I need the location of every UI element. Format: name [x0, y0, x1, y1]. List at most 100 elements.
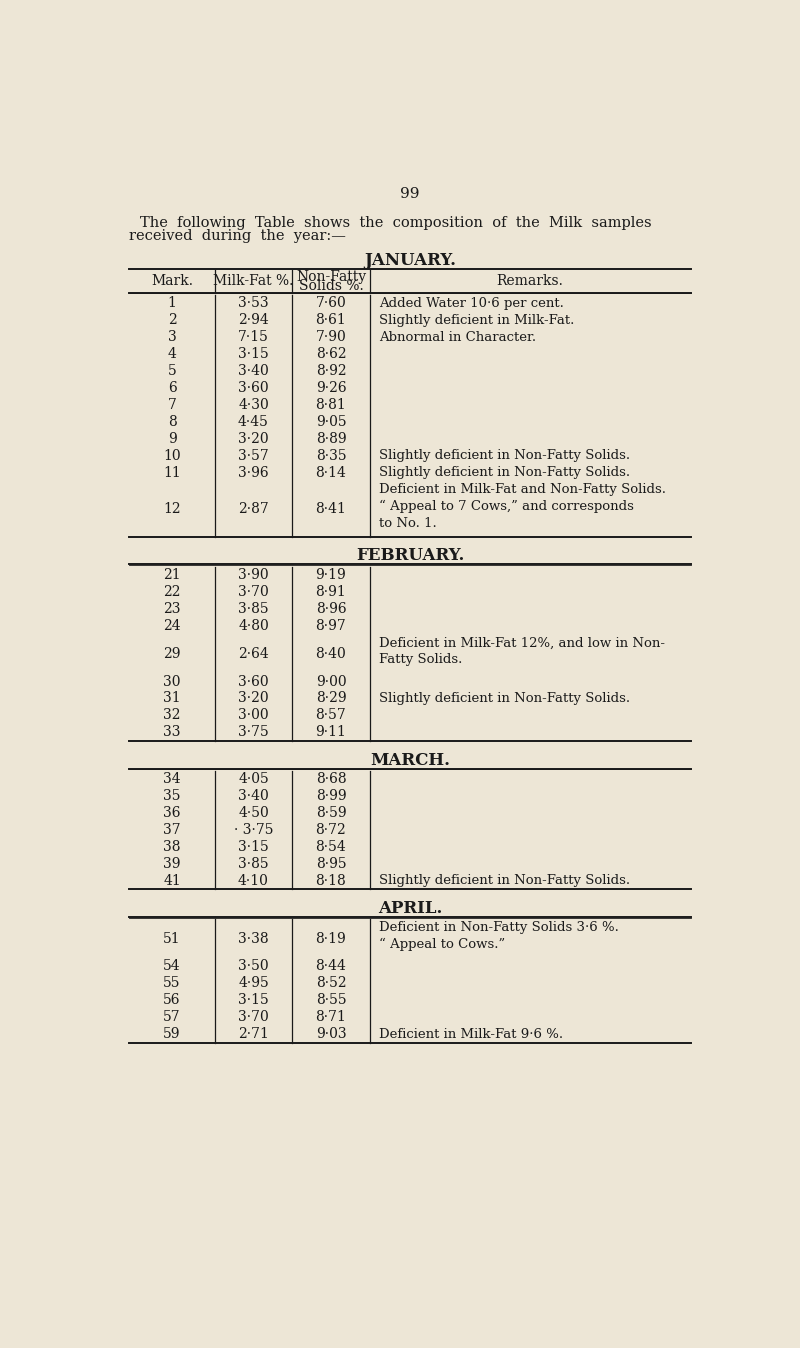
Text: Slightly deficient in Non-Fatty Solids.: Slightly deficient in Non-Fatty Solids. [379, 875, 630, 887]
Text: Slightly deficient in Non-Fatty Solids.: Slightly deficient in Non-Fatty Solids. [379, 449, 630, 462]
Text: 4·30: 4·30 [238, 398, 269, 412]
Text: 4·95: 4·95 [238, 976, 269, 991]
Text: 7: 7 [168, 398, 177, 412]
Text: 36: 36 [163, 806, 181, 820]
Text: 8·55: 8·55 [316, 993, 346, 1007]
Text: 3: 3 [168, 330, 177, 344]
Text: 3·40: 3·40 [238, 789, 269, 803]
Text: 55: 55 [163, 976, 181, 991]
Text: 8·61: 8·61 [315, 313, 346, 328]
Text: 3·57: 3·57 [238, 449, 269, 462]
Text: 4·10: 4·10 [238, 874, 269, 888]
Text: 4·80: 4·80 [238, 619, 269, 634]
Text: 2: 2 [168, 313, 177, 328]
Text: 41: 41 [163, 874, 181, 888]
Text: 8·68: 8·68 [316, 772, 346, 786]
Text: 4·45: 4·45 [238, 415, 269, 429]
Text: 8·89: 8·89 [316, 431, 346, 446]
Text: Mark.: Mark. [151, 274, 193, 288]
Text: Deficient in Milk-Fat and Non-Fatty Solids.: Deficient in Milk-Fat and Non-Fatty Soli… [379, 484, 666, 496]
Text: 32: 32 [163, 709, 181, 723]
Text: 3·85: 3·85 [238, 603, 269, 616]
Text: 57: 57 [163, 1010, 181, 1024]
Text: 8·40: 8·40 [315, 647, 346, 661]
Text: 8·59: 8·59 [316, 806, 346, 820]
Text: 51: 51 [163, 931, 181, 946]
Text: 38: 38 [163, 840, 181, 855]
Text: 35: 35 [163, 789, 181, 803]
Text: 4·50: 4·50 [238, 806, 269, 820]
Text: 7·90: 7·90 [315, 330, 346, 344]
Text: 3·15: 3·15 [238, 993, 269, 1007]
Text: 59: 59 [163, 1027, 181, 1041]
Text: 8·96: 8·96 [316, 603, 346, 616]
Text: 2·64: 2·64 [238, 647, 269, 661]
Text: 8·14: 8·14 [315, 466, 346, 480]
Text: 5: 5 [168, 364, 177, 379]
Text: 3·15: 3·15 [238, 840, 269, 855]
Text: 9·00: 9·00 [316, 674, 346, 689]
Text: 3·70: 3·70 [238, 585, 269, 600]
Text: 99: 99 [400, 187, 420, 201]
Text: Deficient in Non-Fatty Solids 3·6 %.: Deficient in Non-Fatty Solids 3·6 %. [379, 922, 619, 934]
Text: 3·60: 3·60 [238, 674, 269, 689]
Text: 1: 1 [168, 297, 177, 310]
Text: “ Appeal to 7 Cows,” and corresponds: “ Appeal to 7 Cows,” and corresponds [379, 500, 634, 514]
Text: 6: 6 [168, 381, 177, 395]
Text: 3·85: 3·85 [238, 857, 269, 871]
Text: 39: 39 [163, 857, 181, 871]
Text: The  following  Table  shows  the  composition  of  the  Milk  samples: The following Table shows the compositio… [140, 217, 652, 231]
Text: 29: 29 [163, 647, 181, 661]
Text: 10: 10 [163, 449, 181, 462]
Text: 7·60: 7·60 [315, 297, 346, 310]
Text: 7·15: 7·15 [238, 330, 269, 344]
Text: 3·53: 3·53 [238, 297, 269, 310]
Text: 8·54: 8·54 [315, 840, 346, 855]
Text: 31: 31 [163, 692, 181, 705]
Text: 21: 21 [163, 569, 181, 582]
Text: 2·94: 2·94 [238, 313, 269, 328]
Text: Slightly deficient in Non-Fatty Solids.: Slightly deficient in Non-Fatty Solids. [379, 466, 630, 480]
Text: 54: 54 [163, 960, 181, 973]
Text: Added Water 10·6 per cent.: Added Water 10·6 per cent. [379, 297, 564, 310]
Text: 8·35: 8·35 [316, 449, 346, 462]
Text: 3·40: 3·40 [238, 364, 269, 379]
Text: 9·19: 9·19 [315, 569, 346, 582]
Text: MARCH.: MARCH. [370, 752, 450, 768]
Text: 3·90: 3·90 [238, 569, 269, 582]
Text: 22: 22 [163, 585, 181, 600]
Text: FEBRUARY.: FEBRUARY. [356, 547, 464, 565]
Text: Abnormal in Character.: Abnormal in Character. [379, 330, 536, 344]
Text: 8·91: 8·91 [315, 585, 346, 600]
Text: 8·29: 8·29 [316, 692, 346, 705]
Text: 3·70: 3·70 [238, 1010, 269, 1024]
Text: 8·52: 8·52 [316, 976, 346, 991]
Text: 3·60: 3·60 [238, 381, 269, 395]
Text: 4: 4 [168, 348, 177, 361]
Text: 34: 34 [163, 772, 181, 786]
Text: 23: 23 [163, 603, 181, 616]
Text: 8·44: 8·44 [315, 960, 346, 973]
Text: Fatty Solids.: Fatty Solids. [379, 654, 462, 666]
Text: Deficient in Milk-Fat 12%, and low in Non-: Deficient in Milk-Fat 12%, and low in No… [379, 636, 665, 650]
Text: 8·19: 8·19 [315, 931, 346, 946]
Text: received  during  the  year:—: received during the year:— [130, 229, 346, 244]
Text: 3·15: 3·15 [238, 348, 269, 361]
Text: · 3·75: · 3·75 [234, 824, 274, 837]
Text: JANUARY.: JANUARY. [364, 252, 456, 268]
Text: 9·05: 9·05 [316, 415, 346, 429]
Text: 2·87: 2·87 [238, 501, 269, 516]
Text: Remarks.: Remarks. [497, 274, 563, 288]
Text: 8·62: 8·62 [316, 348, 346, 361]
Text: 9·03: 9·03 [316, 1027, 346, 1041]
Text: Slightly deficient in Milk-Fat.: Slightly deficient in Milk-Fat. [379, 314, 574, 326]
Text: 56: 56 [163, 993, 181, 1007]
Text: 33: 33 [163, 725, 181, 739]
Text: 3·50: 3·50 [238, 960, 269, 973]
Text: 8·41: 8·41 [315, 501, 346, 516]
Text: 11: 11 [163, 466, 181, 480]
Text: 4·05: 4·05 [238, 772, 269, 786]
Text: 3·20: 3·20 [238, 692, 269, 705]
Text: 8·81: 8·81 [315, 398, 346, 412]
Text: APRIL.: APRIL. [378, 900, 442, 917]
